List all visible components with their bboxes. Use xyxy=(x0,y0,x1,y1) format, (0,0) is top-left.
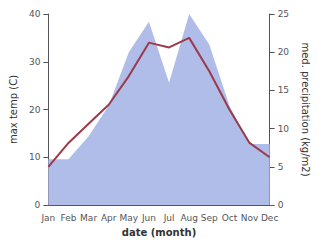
svg-text:30: 30 xyxy=(29,57,41,67)
svg-text:10: 10 xyxy=(278,124,290,134)
svg-text:20: 20 xyxy=(278,47,290,57)
svg-text:Oct: Oct xyxy=(222,213,238,223)
svg-text:10: 10 xyxy=(29,152,41,162)
svg-text:max temp (C): max temp (C) xyxy=(8,75,19,144)
svg-text:Jun: Jun xyxy=(141,213,156,223)
svg-text:20: 20 xyxy=(29,105,41,115)
svg-text:0: 0 xyxy=(278,200,284,210)
svg-text:40: 40 xyxy=(29,9,41,19)
svg-text:Mar: Mar xyxy=(80,213,97,223)
svg-text:Dec: Dec xyxy=(261,213,278,223)
svg-text:25: 25 xyxy=(278,9,289,19)
svg-text:May: May xyxy=(120,213,139,223)
svg-text:5: 5 xyxy=(278,162,284,172)
svg-text:med. precipitation (kg/m2): med. precipitation (kg/m2) xyxy=(300,42,311,176)
svg-text:Aug: Aug xyxy=(180,213,198,223)
svg-text:Jan: Jan xyxy=(40,213,55,223)
svg-text:Nov: Nov xyxy=(241,213,259,223)
svg-text:Jul: Jul xyxy=(163,213,175,223)
svg-text:Feb: Feb xyxy=(61,213,77,223)
svg-text:Sep: Sep xyxy=(201,213,218,223)
svg-text:date (month): date (month) xyxy=(122,227,196,238)
svg-text:0: 0 xyxy=(35,200,41,210)
svg-text:Apr: Apr xyxy=(101,213,117,223)
svg-text:15: 15 xyxy=(278,85,289,95)
